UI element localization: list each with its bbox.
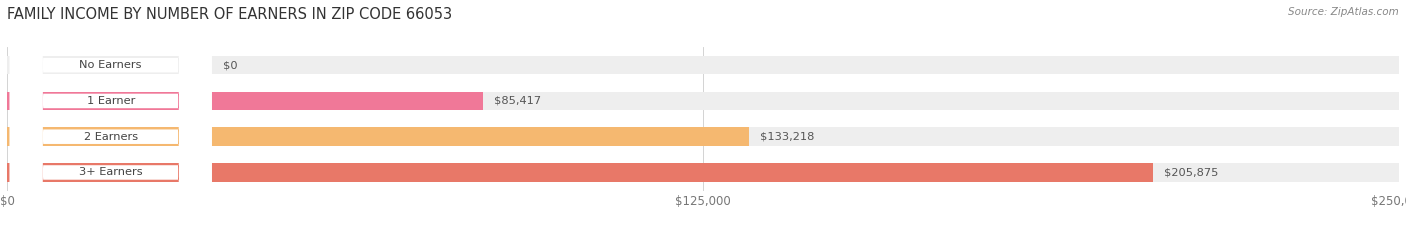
Text: $133,218: $133,218 [759,132,814,142]
Bar [7,163,1399,182]
Bar [7,163,1153,182]
Bar [7,127,1399,146]
Bar [7,56,1399,75]
Text: $85,417: $85,417 [494,96,541,106]
FancyBboxPatch shape [10,0,212,233]
Text: $0: $0 [222,60,238,70]
FancyBboxPatch shape [10,0,212,233]
Bar [7,127,749,146]
Text: No Earners: No Earners [80,60,142,70]
Text: FAMILY INCOME BY NUMBER OF EARNERS IN ZIP CODE 66053: FAMILY INCOME BY NUMBER OF EARNERS IN ZI… [7,7,453,22]
Text: 2 Earners: 2 Earners [84,132,138,142]
Text: Source: ZipAtlas.com: Source: ZipAtlas.com [1288,7,1399,17]
FancyBboxPatch shape [10,0,212,233]
Bar [7,92,482,110]
Text: $205,875: $205,875 [1164,168,1219,178]
FancyBboxPatch shape [10,0,212,233]
Text: 3+ Earners: 3+ Earners [79,168,142,178]
Text: 1 Earner: 1 Earner [87,96,135,106]
Bar [7,92,1399,110]
